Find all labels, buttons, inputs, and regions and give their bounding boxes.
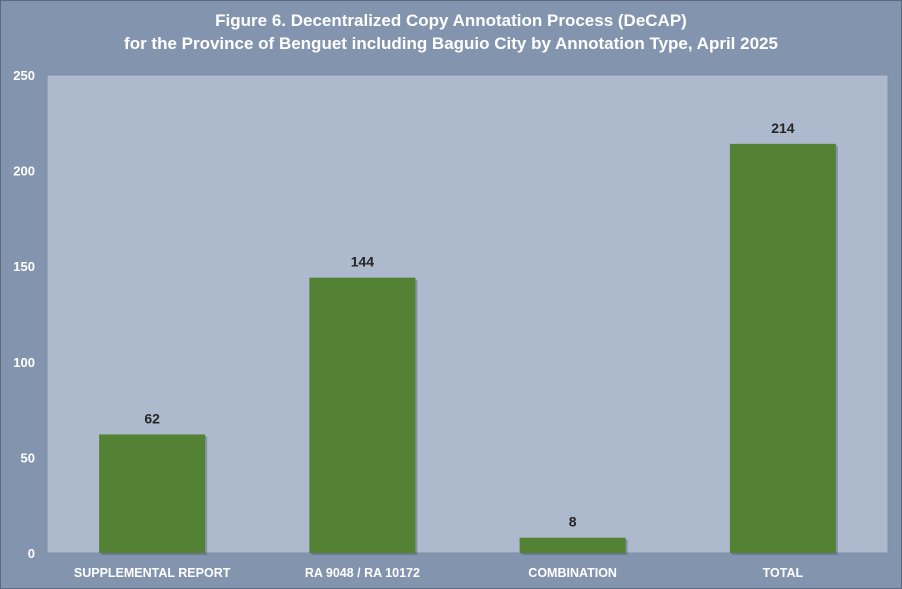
bar <box>729 143 836 553</box>
y-tick-label: 200 <box>13 164 35 179</box>
bar <box>519 537 626 553</box>
bar <box>99 434 206 553</box>
category-label: TOTAL <box>763 566 804 580</box>
chart-title-line-1: Figure 6. Decentralized Copy Annotation … <box>215 11 687 30</box>
data-label: 144 <box>351 254 375 270</box>
chart-title-line-2: for the Province of Benguet including Ba… <box>124 34 778 53</box>
y-tick-label: 150 <box>13 259 35 274</box>
y-tick-label: 100 <box>13 355 35 370</box>
y-tick-label: 250 <box>13 68 35 83</box>
data-label: 214 <box>771 120 795 136</box>
data-label: 8 <box>569 514 577 530</box>
chart-title: Figure 6. Decentralized Copy Annotation … <box>1 9 901 55</box>
y-tick-label: 50 <box>21 450 35 465</box>
category-label: COMBINATION <box>528 566 617 580</box>
bar <box>309 277 416 553</box>
y-tick-label: 0 <box>28 546 35 561</box>
category-label: RA 9048 / RA 10172 <box>305 566 420 580</box>
data-label: 62 <box>144 410 160 426</box>
category-label: SUPPLEMENTAL REPORT <box>74 566 231 580</box>
